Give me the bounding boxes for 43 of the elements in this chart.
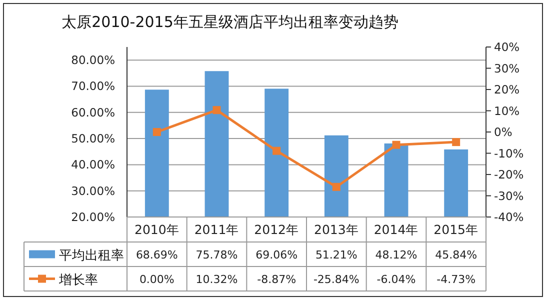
data-label: -8.87% xyxy=(257,272,296,286)
legend-label: 平均出租率 xyxy=(59,247,124,264)
y-tick-label: 40.00% xyxy=(71,158,116,172)
y-tick-label: 20.00% xyxy=(71,210,116,224)
y2-tick-label: 30% xyxy=(494,61,520,76)
y2-tick-label: -40% xyxy=(494,210,524,224)
point xyxy=(452,138,460,146)
point xyxy=(212,106,221,114)
data-label: -6.04% xyxy=(376,272,416,286)
y2-tick-label: 10% xyxy=(494,104,520,118)
title: 太原2010-2015年五星级酒店平均出租率变动趋势 xyxy=(62,13,398,31)
y-tick-label: 80.00% xyxy=(71,53,116,68)
data-label: -4.73% xyxy=(436,272,476,286)
y-tick-label: 70.00% xyxy=(71,79,116,94)
x-tick-label: 2011年 xyxy=(194,222,240,237)
data-label: 48.12% xyxy=(375,248,418,262)
point xyxy=(332,182,340,191)
y-tick-label: 50.00% xyxy=(71,132,116,146)
y2-tick-label: -30% xyxy=(494,188,524,203)
y2-tick-label: -20% xyxy=(494,168,524,182)
point xyxy=(392,140,400,149)
y-tick-label: 30.00% xyxy=(71,184,116,198)
data-label: 51.21% xyxy=(315,248,358,262)
data-label: 75.78% xyxy=(196,248,238,262)
y2-tick-label: -10% xyxy=(494,146,524,160)
data-label: 45.84% xyxy=(435,248,478,262)
point xyxy=(272,146,281,155)
data-label: 10.32% xyxy=(196,272,238,286)
x-tick-label: 2015年 xyxy=(434,222,478,237)
x-tick-label: 2013年 xyxy=(314,222,359,237)
point xyxy=(152,128,161,136)
x-tick-label: 2010年 xyxy=(134,222,180,237)
y-tick-label: 60.00% xyxy=(71,105,116,120)
data-label: 0.00% xyxy=(139,272,174,286)
y2-tick-label: 20% xyxy=(494,82,520,96)
data-label: -25.84% xyxy=(313,272,360,286)
legend-label: 增长率 xyxy=(58,272,98,288)
x-tick-label: 2014年 xyxy=(374,222,419,237)
y2-tick-label: 0% xyxy=(494,125,512,139)
data-label: 68.69% xyxy=(136,248,178,262)
y2-tick-label: 40% xyxy=(494,40,520,54)
data-label: 69.06% xyxy=(256,248,298,262)
x-tick-label: 2012年 xyxy=(254,222,299,237)
